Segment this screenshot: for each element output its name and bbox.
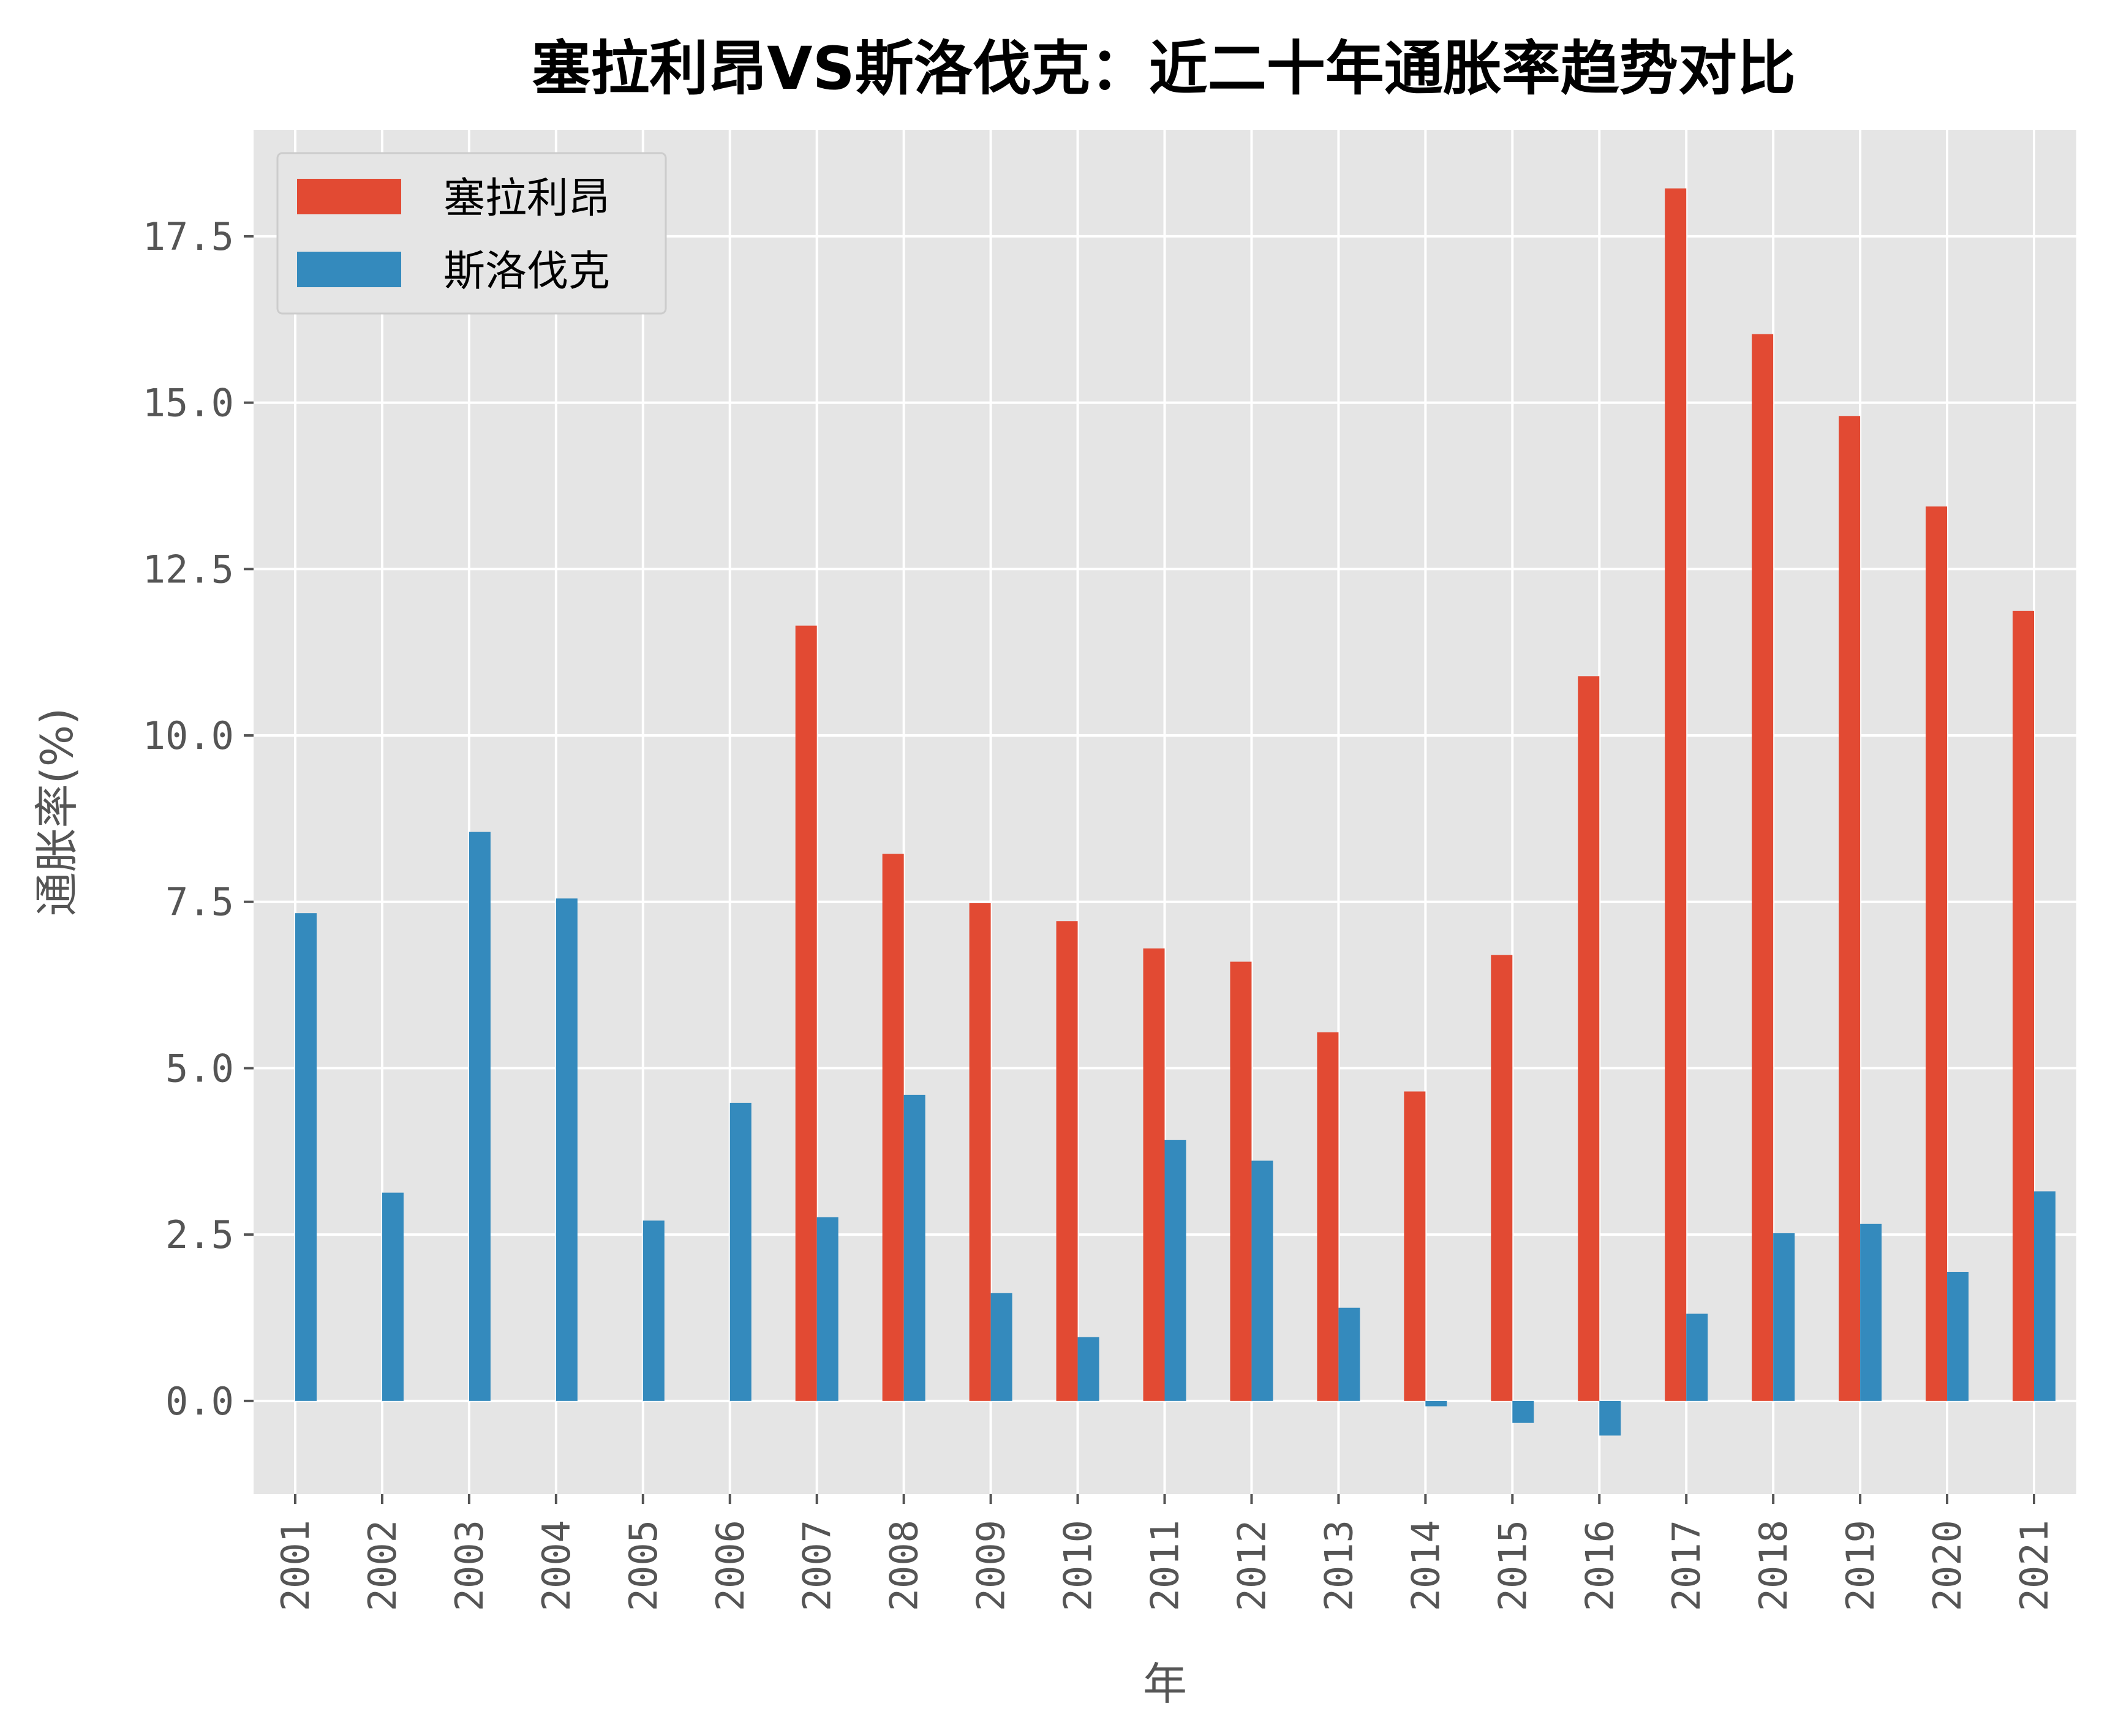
x-tick-label: 2020	[1925, 1520, 1970, 1611]
y-tick-label: 0.0	[165, 1379, 234, 1424]
x-tick-label: 2015	[1490, 1520, 1535, 1611]
bar-series-1-2007	[795, 625, 817, 1401]
bar-series-2-2020	[1947, 1271, 1969, 1401]
x-tick-label: 2005	[621, 1520, 666, 1611]
chart-title: 塞拉利昂VS斯洛伐克：近二十年通胀率趋势对比	[532, 34, 1795, 103]
bar-series-1-2019	[1839, 416, 1861, 1401]
bar-series-2-2005	[642, 1220, 665, 1401]
bar-series-2-2007	[816, 1217, 838, 1401]
y-tick-label: 2.5	[165, 1212, 234, 1257]
bar-series-1-2014	[1404, 1091, 1426, 1401]
bar-series-2-2012	[1251, 1160, 1273, 1401]
bar-series-2-2021	[2034, 1191, 2055, 1401]
bar-series-2-2006	[729, 1102, 752, 1401]
bar-series-2-2008	[903, 1094, 925, 1401]
bar-series-2-2010	[1077, 1337, 1099, 1401]
bar-series-2-2004	[556, 898, 578, 1401]
bar-series-1-2021	[2013, 611, 2034, 1401]
x-tick-label: 2021	[2012, 1520, 2057, 1611]
bar-series-2-2016	[1599, 1400, 1621, 1436]
bars	[295, 188, 2055, 1436]
x-tick-label: 2016	[1577, 1520, 1622, 1611]
x-tick-label: 2018	[1751, 1520, 1796, 1611]
bar-series-1-2008	[882, 854, 904, 1401]
bar-series-1-2018	[1752, 334, 1774, 1401]
x-tick-label: 2003	[447, 1520, 492, 1611]
x-axis-ticks: 2001 2002 2003 2004 2005 2006 2007 2008 2009 2010…	[273, 1494, 2057, 1611]
y-tick-label: 12.5	[143, 547, 234, 592]
bar-series-1-2020	[1926, 506, 1948, 1401]
legend-label-series-1: 塞拉利昂	[443, 175, 610, 223]
x-tick-label: 2004	[534, 1520, 579, 1611]
x-tick-label: 2007	[795, 1520, 840, 1611]
bar-series-2-2011	[1164, 1140, 1186, 1401]
x-axis-label: 年	[1143, 1658, 1187, 1710]
x-tick-label: 2002	[360, 1520, 405, 1611]
bar-series-2-2001	[295, 913, 317, 1401]
y-tick-label: 7.5	[165, 880, 234, 925]
x-tick-label: 2012	[1229, 1520, 1274, 1611]
bar-series-2-2009	[990, 1293, 1012, 1401]
x-tick-label: 2008	[882, 1520, 927, 1611]
y-axis-ticks: 0.0 2.5 5.0 7.5 10.0 12.5 15.0 17.5	[143, 214, 254, 1424]
bar-series-2-2003	[469, 832, 491, 1401]
bar-series-2-2015	[1512, 1400, 1534, 1423]
bar-series-2-2002	[382, 1192, 404, 1401]
bar-series-1-2011	[1143, 948, 1165, 1401]
y-tick-label: 10.0	[143, 713, 234, 758]
bar-series-2-2018	[1773, 1233, 1795, 1401]
y-tick-label: 15.0	[143, 381, 234, 426]
bar-series-1-2013	[1317, 1032, 1339, 1401]
bar-series-2-2017	[1686, 1313, 1708, 1401]
bar-series-2-2013	[1338, 1307, 1360, 1401]
bar-series-1-2016	[1578, 676, 1600, 1401]
legend-swatch-series-1	[297, 179, 401, 214]
legend-label-series-2: 斯洛伐克	[443, 247, 610, 296]
x-tick-label: 2013	[1316, 1520, 1361, 1611]
x-tick-label: 2019	[1838, 1520, 1883, 1611]
bar-series-2-2014	[1425, 1400, 1447, 1407]
x-tick-label: 2017	[1664, 1520, 1709, 1611]
x-tick-label: 2001	[273, 1520, 318, 1611]
bar-series-2-2019	[1860, 1223, 1882, 1401]
bar-series-1-2009	[969, 903, 991, 1401]
legend: 塞拉利昂 斯洛伐克	[276, 152, 667, 315]
x-tick-label: 2006	[708, 1520, 753, 1611]
bar-series-1-2012	[1230, 961, 1252, 1401]
y-tick-label: 5.0	[165, 1046, 234, 1091]
y-tick-label: 17.5	[143, 214, 234, 259]
x-tick-label: 2011	[1143, 1520, 1188, 1611]
bar-series-1-2017	[1665, 188, 1687, 1401]
bar-series-1-2010	[1056, 921, 1078, 1401]
x-tick-label: 2010	[1056, 1520, 1101, 1611]
y-axis-label: 通胀率(%)	[31, 708, 83, 917]
x-tick-label: 2009	[969, 1520, 1014, 1611]
bar-series-1-2015	[1491, 955, 1513, 1401]
legend-swatch-series-2	[297, 252, 401, 287]
x-tick-label: 2014	[1403, 1520, 1448, 1611]
